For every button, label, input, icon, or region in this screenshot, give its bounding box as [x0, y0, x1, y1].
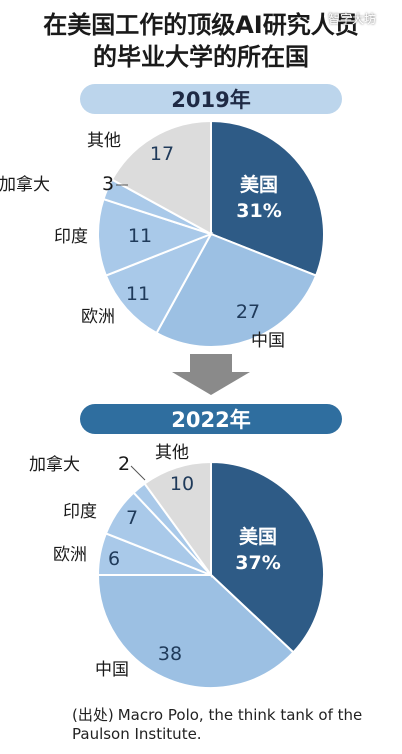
outer-label-canada-1: 加拿大: [29, 454, 80, 475]
outer-label-0-1: 中国: [251, 331, 285, 351]
pie-slice-1-5: [143, 460, 212, 579]
pie-slice-0-5: [110, 119, 212, 236]
outer-label-1-5: 其他: [155, 443, 189, 463]
banner-2019: [80, 84, 342, 114]
slice-value-1-5: 10: [170, 473, 194, 495]
slice-value-0-3: 11: [128, 225, 152, 247]
banner-2019-label: 2019年: [171, 88, 250, 112]
slice-value-usa-1: 37%: [235, 552, 280, 574]
pie-chart-2022: 美国 37% 38 中国 6 欧洲 7 印度 加拿大 2 10 其他: [29, 443, 325, 689]
source-prefix: (出处): [72, 706, 114, 724]
slice-value-canada-1: 2: [118, 453, 130, 475]
pie-slice-1-1: [96, 574, 295, 689]
slice-value-1-3: 7: [126, 507, 138, 529]
chart-title-line-1: 在美国工作的顶级AI研究人员: [43, 11, 359, 39]
pie-slice-0-2: [104, 232, 214, 335]
slice-label-usa-1: 美国: [239, 525, 277, 548]
outer-label-1-2: 欧洲: [53, 545, 87, 565]
slice-value-1-1: 38: [158, 643, 182, 665]
slice-value-0-1: 27: [236, 301, 260, 323]
slice-value-1-2: 6: [108, 548, 120, 570]
source-text: Macro Polo, the think tank of the Paulso…: [72, 706, 363, 743]
chart-title-line-2: 的毕业大学的所在国: [93, 43, 309, 71]
outer-label-0-2: 欧洲: [81, 307, 115, 327]
pie-slice-1-0: [210, 460, 325, 654]
outer-label-canada-0: 加拿大: [0, 174, 50, 195]
outer-label-1-3: 印度: [63, 502, 97, 522]
slice-label-usa-0: 美国: [240, 173, 278, 196]
pie-chart-2019: 美国 31% 27 中国 11 欧洲 11 印度 加拿大 3 17 其他: [0, 119, 325, 351]
pie-slice-0-0: [210, 119, 325, 277]
leader-line-canada-1: [130, 465, 146, 481]
slice-value-canada-0: 3: [102, 173, 114, 195]
banner-2022: [80, 404, 342, 434]
source-note: (出处) Macro Polo, the think tank of the Pa…: [72, 706, 382, 744]
slice-value-0-2: 11: [126, 283, 150, 305]
watermark: 智字大坊: [328, 12, 377, 26]
outer-label-1-1: 中国: [95, 660, 129, 680]
outer-label-0-3: 印度: [54, 227, 88, 247]
slice-value-usa-0: 31%: [236, 200, 281, 222]
pie-slice-0-3: [97, 197, 214, 277]
outer-label-0-5: 其他: [87, 131, 121, 151]
banner-2022-label: 2022年: [171, 408, 250, 432]
slice-value-0-5: 17: [150, 143, 174, 165]
down-arrow-icon: [172, 354, 250, 395]
